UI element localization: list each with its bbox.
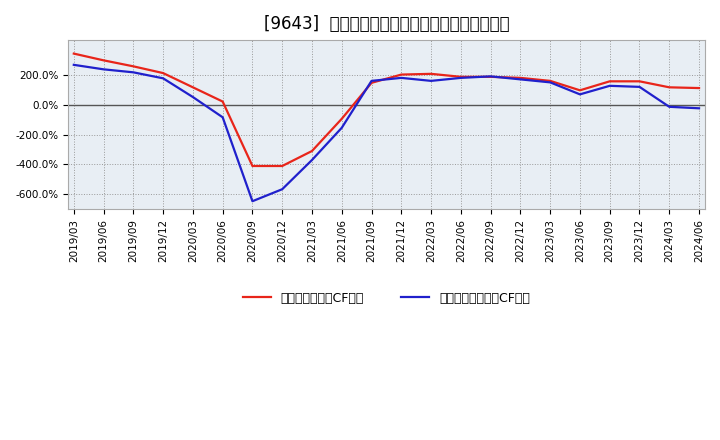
有利子負債営業CF比率 <box>516 75 525 81</box>
有利子負債営業CF比率 <box>575 88 584 93</box>
有利子負債営業CF比率 <box>665 84 674 90</box>
有利子負債フリーCF比率 <box>397 75 405 81</box>
有利子負債フリーCF比率 <box>307 158 316 163</box>
有利子負債営業CF比率 <box>218 99 227 104</box>
有利子負債営業CF比率 <box>159 70 168 76</box>
有利子負債フリーCF比率 <box>606 83 614 88</box>
Title: [9643]  有利子負債キャッシュフロー比率の推移: [9643] 有利子負債キャッシュフロー比率の推移 <box>264 15 509 33</box>
有利子負債営業CF比率 <box>546 78 554 84</box>
有利子負債フリーCF比率 <box>695 106 703 111</box>
有利子負債営業CF比率 <box>338 116 346 121</box>
有利子負債フリーCF比率 <box>248 198 257 204</box>
有利子負債営業CF比率 <box>635 79 644 84</box>
有利子負債営業CF比率 <box>367 80 376 85</box>
Legend: 有利子負債営業CF比率, 有利子負債フリーCF比率: 有利子負債営業CF比率, 有利子負債フリーCF比率 <box>238 287 535 310</box>
有利子負債営業CF比率 <box>307 148 316 154</box>
有利子負債営業CF比率 <box>427 71 436 77</box>
有利子負債フリーCF比率 <box>278 187 287 192</box>
有利子負債フリーCF比率 <box>70 62 78 67</box>
有利子負債営業CF比率 <box>456 74 465 80</box>
有利子負債営業CF比率 <box>606 79 614 84</box>
有利子負債フリーCF比率 <box>486 74 495 79</box>
有利子負債営業CF比率 <box>248 163 257 169</box>
有利子負債フリーCF比率 <box>427 78 436 84</box>
有利子負債フリーCF比率 <box>546 80 554 85</box>
有利子負債フリーCF比率 <box>456 75 465 81</box>
有利子負債フリーCF比率 <box>129 70 138 75</box>
有利子負債フリーCF比率 <box>575 92 584 97</box>
Line: 有利子負債営業CF比率: 有利子負債営業CF比率 <box>74 54 699 166</box>
有利子負債フリーCF比率 <box>367 78 376 84</box>
有利子負債営業CF比率 <box>70 51 78 56</box>
有利子負債営業CF比率 <box>278 163 287 169</box>
有利子負債営業CF比率 <box>189 84 197 90</box>
有利子負債営業CF比率 <box>129 64 138 69</box>
有利子負債フリーCF比率 <box>159 76 168 81</box>
有利子負債フリーCF比率 <box>218 115 227 120</box>
Line: 有利子負債フリーCF比率: 有利子負債フリーCF比率 <box>74 65 699 201</box>
有利子負債フリーCF比率 <box>516 77 525 82</box>
有利子負債フリーCF比率 <box>189 95 197 100</box>
有利子負債営業CF比率 <box>695 85 703 91</box>
有利子負債フリーCF比率 <box>665 104 674 110</box>
有利子負債フリーCF比率 <box>338 125 346 130</box>
有利子負債営業CF比率 <box>397 72 405 77</box>
有利子負債フリーCF比率 <box>635 84 644 89</box>
有利子負債営業CF比率 <box>486 74 495 80</box>
有利子負債フリーCF比率 <box>99 67 108 72</box>
有利子負債営業CF比率 <box>99 58 108 63</box>
